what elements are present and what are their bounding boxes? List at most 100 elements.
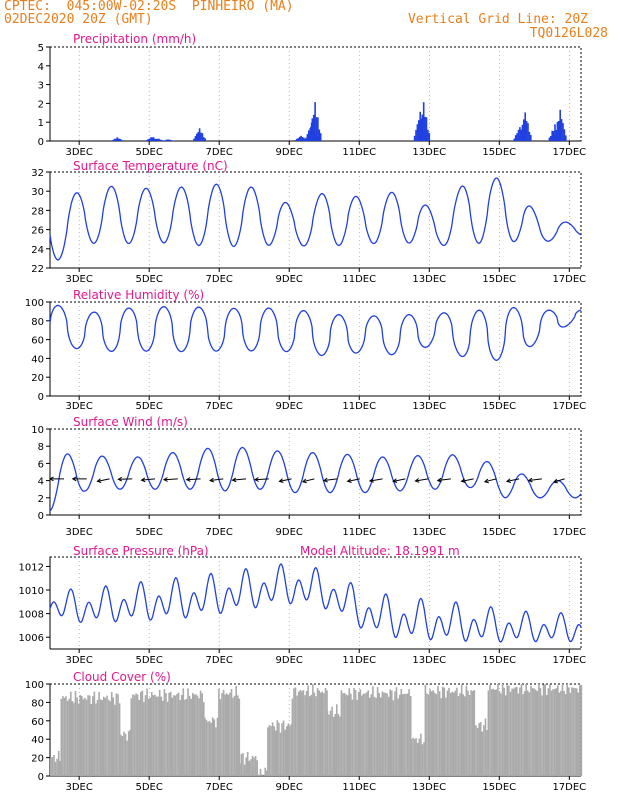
precip-bar: [523, 136, 525, 141]
temperature-line: [49, 177, 582, 261]
wind-arrow-head: [483, 478, 489, 484]
cloud-bar: [402, 694, 404, 776]
precip-bar: [558, 135, 560, 141]
precip-bar: [171, 140, 174, 141]
cloud-bar: [460, 684, 463, 776]
cloud-bar: [490, 689, 493, 776]
cloud-bar: [135, 693, 137, 776]
cloud-bar: [92, 696, 94, 776]
precip-bar: [122, 140, 124, 141]
wind-arrow-head: [253, 477, 259, 482]
precip-bar: [116, 137, 119, 141]
x-tick-label: 11DEC: [342, 401, 376, 412]
precip-bar: [528, 131, 531, 141]
cloud-bar: [268, 725, 271, 776]
x-tick-label: 9DEC: [276, 274, 303, 285]
cloud-bar: [84, 697, 86, 776]
precip-bar: [559, 109, 561, 141]
cloud-bar: [253, 757, 255, 776]
wind-arrow-head: [414, 478, 420, 483]
wind-arrow-head: [71, 476, 77, 482]
x-tick-label: 3DEC: [65, 274, 92, 285]
precip-bar: [317, 117, 319, 141]
wind-arrow-head: [392, 478, 398, 483]
x-tick-label: 9DEC: [276, 782, 303, 793]
cloud-bar: [278, 722, 280, 776]
cloud-bar: [232, 697, 234, 776]
cloud-bar: [204, 717, 206, 776]
cloud-bar: [473, 726, 476, 776]
cloud-bar: [487, 690, 490, 776]
cloud-bar: [104, 697, 107, 776]
wind-arrow-head: [322, 477, 328, 483]
cloud-bar: [121, 736, 124, 776]
cloud-bar: [93, 691, 96, 776]
x-tick-label: 15DEC: [482, 274, 516, 285]
cloud-bar: [310, 694, 313, 776]
cloud-bar: [420, 733, 422, 776]
cloud-bar: [364, 693, 366, 776]
wind-arrow: [163, 478, 178, 481]
cloud-bar: [129, 729, 132, 776]
precip-bar: [148, 138, 151, 141]
precip-bar: [560, 119, 563, 141]
date-line: 02DEC2020 20Z (GMT): [4, 12, 153, 27]
cloud-bar: [579, 685, 581, 776]
cloud-bar: [297, 691, 300, 776]
cloud-bar: [574, 688, 576, 776]
precip-bar: [159, 139, 162, 141]
x-tick-label: 5DEC: [135, 782, 162, 793]
precip-bar: [555, 130, 558, 141]
cloud-bar: [503, 687, 505, 776]
cloud-bar: [362, 693, 365, 776]
precip-bar: [315, 117, 318, 141]
precip-bar: [117, 138, 120, 141]
cloud-bar: [63, 697, 66, 776]
cloud-bar: [508, 685, 510, 776]
y-tick-label: 2: [38, 99, 44, 110]
x-tick-label: 7DEC: [206, 527, 233, 538]
cloud-bar: [73, 702, 75, 776]
y-tick-label: 100: [25, 298, 44, 309]
cloud-bar: [88, 695, 91, 776]
x-tick-label: 3DEC: [65, 147, 92, 158]
precip-bar: [203, 137, 205, 141]
precip-bar: [297, 138, 300, 141]
cloud-bar: [359, 689, 362, 776]
cloud-bar: [182, 688, 185, 776]
precip-bar: [519, 127, 521, 141]
cloud-bar: [315, 696, 317, 776]
wind-arrow-head: [527, 477, 533, 483]
y-tick-label: 60: [31, 336, 44, 347]
x-tick-label: 13DEC: [412, 147, 446, 158]
cloud-bar: [261, 774, 263, 776]
cloud-bar: [87, 695, 89, 776]
cloud-bar: [308, 696, 311, 776]
cloud-bar: [109, 701, 111, 776]
cloud-bar: [98, 692, 100, 776]
cloud-bar: [173, 695, 175, 776]
cloud-bar: [426, 693, 428, 776]
cloud-bar: [464, 696, 466, 776]
precip-bar: [562, 123, 564, 141]
wind-arrow-head: [346, 478, 352, 483]
x-tick-label: 9DEC: [276, 147, 303, 158]
y-tick-label: 20: [31, 754, 44, 765]
y-tick-label: 100: [25, 680, 44, 691]
cloud-bar: [319, 692, 322, 776]
cloud-bar: [321, 691, 324, 776]
cloud-bar: [248, 760, 251, 776]
y-tick-label: 2: [38, 494, 44, 505]
wind-arrow: [232, 478, 247, 481]
cloud-bar: [343, 692, 346, 776]
precip-bar: [524, 138, 527, 141]
x-tick-label: 13DEC: [412, 274, 446, 285]
precip-bar: [296, 138, 298, 141]
cloud-bar: [296, 695, 298, 776]
cloud-bar: [243, 764, 246, 776]
cloud-bar: [324, 687, 327, 776]
cloud-bar: [332, 716, 335, 776]
precip-bar: [530, 135, 532, 141]
cloud-bar: [555, 688, 557, 776]
precip-bar: [155, 138, 157, 141]
